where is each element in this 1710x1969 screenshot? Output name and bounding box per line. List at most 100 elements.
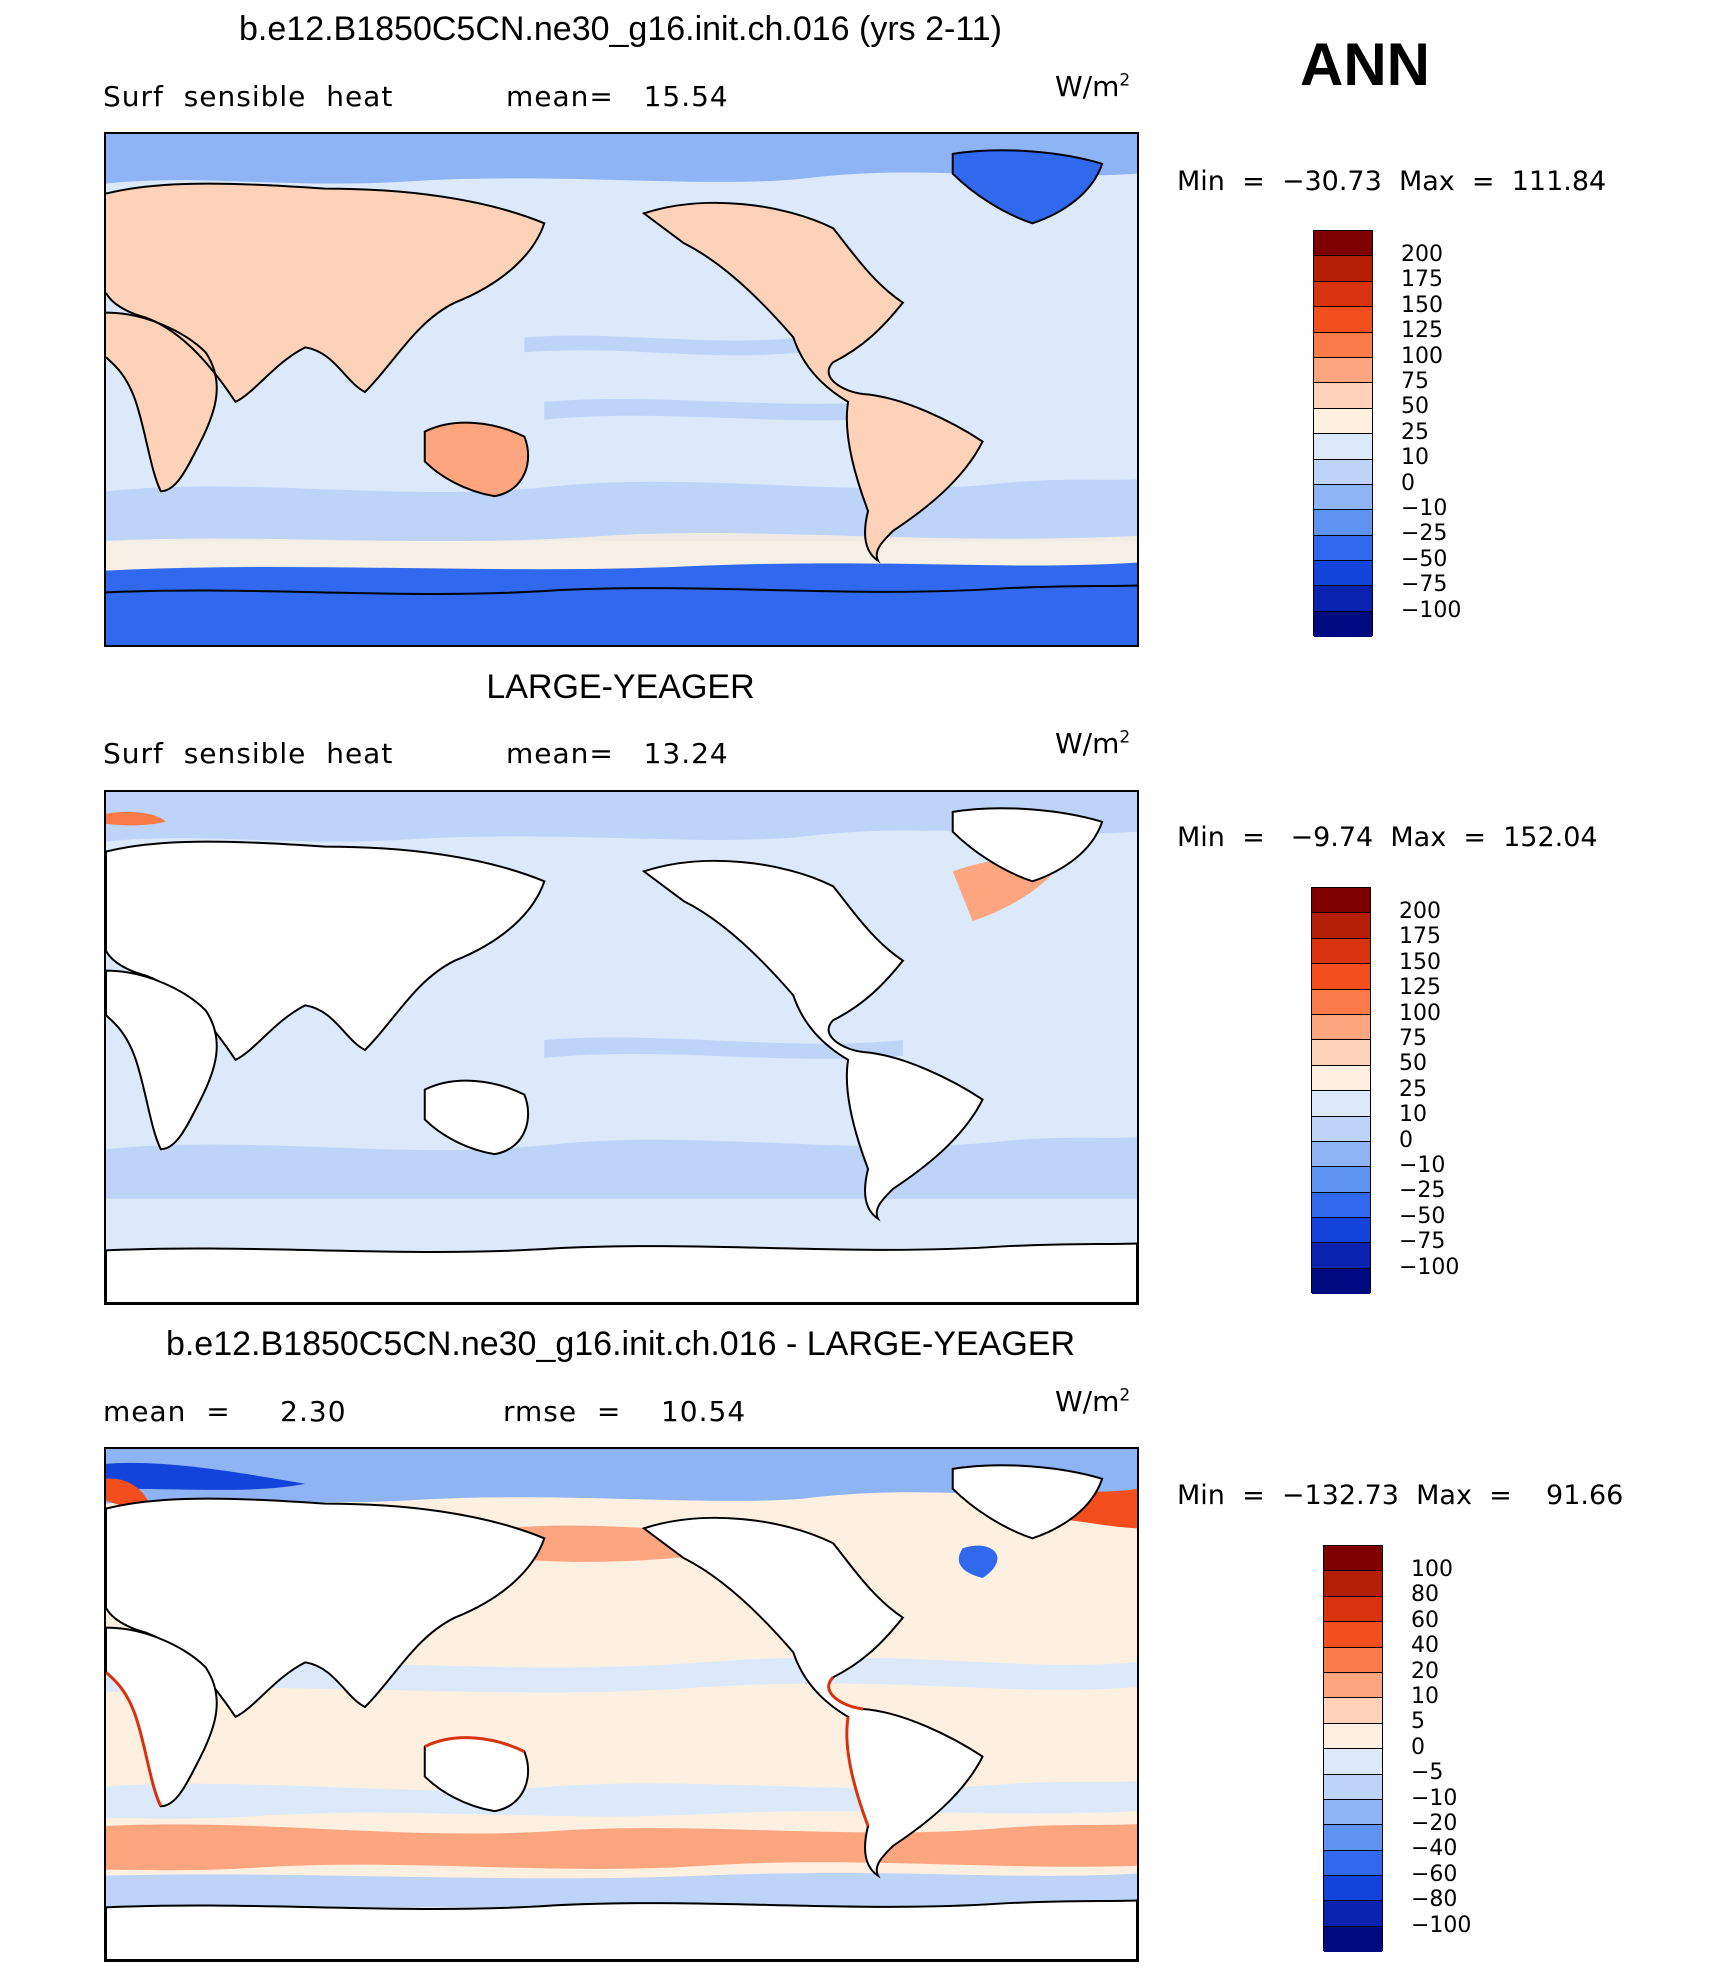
- panel-2-mean-label: mean= 13.24: [506, 737, 729, 770]
- colorbar-swatch: [1314, 307, 1372, 333]
- colorbar-swatch: [1312, 913, 1370, 939]
- colorbar-swatch: [1324, 1571, 1382, 1597]
- colorbar-label: 200: [1401, 242, 1443, 267]
- panel-2-title: LARGE-YEAGER: [486, 668, 755, 706]
- panel-3-mean-label: mean = 2.30: [103, 1395, 347, 1428]
- panel-1-map: [104, 132, 1139, 647]
- colorbar-label: 75: [1401, 369, 1429, 395]
- colorbar-swatch: [1314, 332, 1372, 358]
- panel-1-title: b.e12.B1850C5CN.ne30_g16.init.ch.016 (yr…: [239, 10, 1002, 48]
- colorbar-swatch: [1324, 1799, 1382, 1826]
- colorbar-swatch: [1324, 1647, 1382, 1673]
- colorbar-swatch: [1312, 964, 1370, 990]
- colorbar-label: −20: [1411, 1811, 1458, 1837]
- colorbar-label: 25: [1401, 419, 1429, 445]
- colorbar-label: −100: [1401, 597, 1462, 623]
- colorbar-swatch: [1324, 1825, 1382, 1851]
- colorbar-label: 200: [1399, 899, 1441, 924]
- colorbar-label: −40: [1411, 1836, 1458, 1862]
- colorbar-label: 40: [1411, 1633, 1439, 1659]
- panel-2-units: W/m2: [1055, 727, 1131, 760]
- colorbar-swatch: [1314, 408, 1372, 435]
- colorbar-label: −100: [1399, 1254, 1460, 1280]
- panel-3-map: [104, 1447, 1139, 1962]
- panel-1-mean-label: mean= 15.54: [506, 80, 729, 113]
- colorbar-swatch: [1312, 938, 1370, 965]
- colorbar-swatch: [1312, 1116, 1370, 1142]
- colorbar-label: −50: [1401, 546, 1448, 572]
- colorbar-label: −25: [1401, 521, 1448, 547]
- colorbar-swatch: [1314, 484, 1372, 511]
- colorbar-label: −10: [1401, 496, 1448, 522]
- colorbar-label: 75: [1399, 1026, 1427, 1052]
- colorbar-swatch: [1312, 1192, 1370, 1219]
- colorbar-swatch: [1314, 586, 1372, 612]
- colorbar-swatch: [1312, 1141, 1370, 1168]
- colorbar-label: −80: [1411, 1887, 1458, 1913]
- colorbar-label: 100: [1399, 1000, 1441, 1026]
- panel-2-min-max: Min = −9.74 Max = 152.04: [1177, 822, 1598, 853]
- panel-1-colorbar-labels: 200 175 150 125 100 75 50 25 10 0 −10 −25 −50 −75 −100: [1401, 242, 1461, 623]
- colorbar-swatch: [1314, 459, 1372, 485]
- panel-3-colorbar-swatches: [1323, 1545, 1383, 1953]
- colorbar-swatch: [1324, 1774, 1382, 1800]
- colorbar-label: 80: [1411, 1582, 1439, 1608]
- colorbar-swatch: [1324, 1672, 1382, 1699]
- colorbar-swatch: [1324, 1926, 1382, 1953]
- colorbar-swatch: [1324, 1901, 1382, 1927]
- colorbar-label: −50: [1399, 1203, 1446, 1229]
- panel-1-min-max: Min = −30.73 Max = 111.84: [1177, 166, 1607, 197]
- colorbar-label: 0: [1411, 1734, 1425, 1760]
- colorbar-swatch: [1324, 1622, 1382, 1648]
- colorbar-swatch: [1314, 561, 1372, 587]
- panel-2-variable-label: Surf sensible heat: [103, 737, 394, 770]
- colorbar-label: 125: [1401, 318, 1443, 344]
- colorbar-label: 25: [1399, 1076, 1427, 1102]
- colorbar-label: −75: [1399, 1229, 1446, 1255]
- panel-3-title: b.e12.B1850C5CN.ne30_g16.init.ch.016 - L…: [165, 1325, 1076, 1363]
- colorbar-swatch: [1324, 1698, 1382, 1724]
- season-label: ANN: [1300, 31, 1430, 98]
- panel-2-map: [104, 790, 1139, 1305]
- colorbar-label: 50: [1399, 1051, 1427, 1077]
- colorbar-label: 0: [1401, 470, 1415, 496]
- colorbar-swatch: [1314, 510, 1372, 536]
- panel-1-colorbar-swatches: [1313, 230, 1373, 638]
- colorbar-swatch: [1312, 989, 1370, 1015]
- colorbar-swatch: [1312, 1014, 1370, 1041]
- panel-3-rmse-label: rmse = 10.54: [503, 1395, 747, 1428]
- colorbar-label: −25: [1399, 1178, 1446, 1204]
- colorbar-swatch: [1324, 1596, 1382, 1623]
- colorbar-swatch: [1314, 611, 1372, 638]
- colorbar-label: 5: [1411, 1709, 1425, 1735]
- colorbar-swatch: [1312, 1243, 1370, 1269]
- colorbar-swatch: [1312, 1167, 1370, 1193]
- colorbar-swatch: [1324, 1749, 1382, 1775]
- panel-3-units: W/m2: [1055, 1385, 1131, 1418]
- colorbar-label: 100: [1401, 343, 1443, 369]
- colorbar-swatch: [1324, 1546, 1382, 1572]
- colorbar-label: 125: [1399, 975, 1441, 1001]
- colorbar-swatch: [1324, 1723, 1382, 1750]
- colorbar-swatch: [1324, 1876, 1382, 1902]
- colorbar-label: −60: [1411, 1861, 1458, 1887]
- colorbar-label: 100: [1411, 1557, 1453, 1582]
- panel-3-min-max: Min = −132.73 Max = 91.66: [1177, 1480, 1624, 1511]
- colorbar-label: 175: [1401, 267, 1443, 293]
- colorbar-label: 20: [1411, 1658, 1439, 1684]
- colorbar-swatch: [1314, 434, 1372, 460]
- panel-3-colorbar-labels: 100 80 60 40 20 10 5 0 −5 −10 −20 −40 −60 −80 −100: [1411, 1557, 1471, 1938]
- colorbar-label: −75: [1401, 572, 1448, 598]
- colorbar-swatch: [1314, 383, 1372, 409]
- colorbar-label: 10: [1399, 1102, 1427, 1128]
- colorbar-swatch: [1312, 1065, 1370, 1092]
- colorbar-label: −100: [1411, 1912, 1472, 1938]
- panel-1-units: W/m2: [1055, 70, 1131, 103]
- colorbar-swatch: [1314, 357, 1372, 384]
- colorbar-swatch: [1314, 256, 1372, 282]
- colorbar-label: 10: [1401, 445, 1429, 471]
- panel-2-colorbar-swatches: [1311, 887, 1371, 1295]
- colorbar-label: 50: [1401, 394, 1429, 420]
- colorbar-label: 0: [1399, 1127, 1413, 1153]
- colorbar-label: 150: [1401, 292, 1443, 318]
